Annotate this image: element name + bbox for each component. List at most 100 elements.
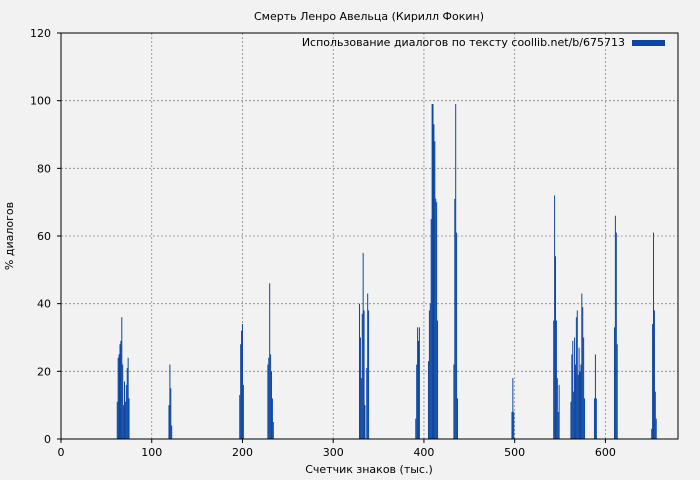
bar — [555, 256, 557, 439]
bar — [652, 323, 654, 439]
y-tick-label: 0 — [44, 433, 51, 446]
bar — [582, 307, 584, 439]
x-axis-label: Счетчик знаков (тыс.) — [305, 463, 433, 476]
bar — [418, 327, 420, 439]
bar — [654, 391, 656, 439]
grid — [61, 33, 678, 439]
bar — [359, 303, 361, 439]
bar — [241, 323, 243, 439]
bar — [367, 293, 369, 439]
bar — [653, 232, 654, 439]
plot-area: 0 100 200 300 400 500 600 0 20 40 60 80 100 120 — [30, 27, 679, 459]
bar — [124, 401, 126, 439]
bar — [556, 378, 558, 439]
bar — [655, 418, 657, 439]
bar — [558, 384, 560, 439]
bar — [594, 398, 596, 439]
bar — [117, 357, 119, 439]
bar — [364, 405, 366, 439]
bar — [366, 367, 368, 439]
bar — [123, 405, 125, 439]
bar — [573, 391, 575, 439]
bar — [614, 215, 616, 439]
bar — [554, 195, 556, 439]
bar — [268, 357, 270, 439]
y-tick-label: 60 — [37, 230, 51, 243]
bar — [121, 317, 123, 439]
bar — [571, 354, 573, 439]
y-tick-label: 120 — [30, 27, 51, 40]
bar — [361, 313, 363, 439]
bar — [127, 357, 129, 439]
bar — [126, 367, 128, 439]
bar — [169, 364, 171, 439]
bar — [170, 388, 172, 439]
bar — [579, 371, 581, 439]
bar — [613, 327, 615, 439]
bar — [427, 361, 429, 439]
bar — [594, 354, 596, 439]
bar — [368, 310, 370, 439]
x-axis-ticks: 0 100 200 300 400 500 600 — [58, 439, 616, 459]
bar — [574, 364, 576, 439]
x-tick-label: 600 — [595, 446, 616, 459]
bar — [360, 378, 362, 439]
bar — [269, 283, 271, 439]
y-tick-label: 40 — [37, 298, 51, 311]
bar — [124, 381, 126, 439]
x-tick-label: 400 — [413, 446, 434, 459]
bar — [570, 401, 572, 439]
bar — [557, 411, 559, 439]
bar — [511, 411, 513, 439]
bar — [578, 347, 580, 439]
bar — [359, 337, 361, 439]
bar — [120, 340, 122, 439]
bar — [122, 364, 124, 439]
bar — [241, 330, 243, 439]
x-tick-label: 100 — [141, 446, 162, 459]
y-tick-label: 20 — [37, 365, 51, 378]
bar — [416, 364, 418, 439]
bar — [583, 337, 585, 439]
bar — [429, 303, 431, 439]
bar — [575, 317, 577, 439]
bar — [271, 398, 273, 439]
bar — [168, 405, 170, 439]
bar — [454, 198, 456, 439]
bar — [434, 141, 436, 439]
bar — [435, 198, 437, 439]
bar — [437, 320, 439, 439]
legend-label: Использование диалогов по тексту coollib… — [302, 36, 625, 49]
bar — [118, 354, 120, 439]
bar — [432, 104, 434, 440]
x-tick-label: 0 — [58, 446, 65, 459]
bar — [553, 320, 555, 439]
bar — [270, 354, 272, 439]
bar — [453, 364, 455, 439]
x-tick-label: 200 — [232, 446, 253, 459]
legend: Использование диалогов по тексту coollib… — [302, 36, 665, 49]
legend-swatch — [632, 40, 665, 46]
bar — [576, 310, 578, 439]
bar — [430, 219, 432, 439]
bar — [581, 293, 583, 439]
bar — [651, 428, 653, 439]
bar — [615, 232, 617, 439]
x-tick-label: 500 — [504, 446, 525, 459]
bar — [362, 252, 364, 439]
bar — [119, 344, 121, 439]
bar — [271, 371, 273, 439]
bar — [128, 398, 130, 439]
bar — [433, 124, 435, 439]
bar — [363, 310, 365, 439]
bar — [428, 310, 430, 439]
y-tick-label: 100 — [30, 95, 51, 108]
y-tick-label: 80 — [37, 162, 51, 175]
y-axis-label: % диалогов — [3, 202, 16, 270]
bar — [595, 398, 597, 439]
bar — [418, 340, 419, 439]
bar — [574, 337, 576, 439]
bar — [577, 374, 579, 439]
x-tick-label: 300 — [323, 446, 344, 459]
